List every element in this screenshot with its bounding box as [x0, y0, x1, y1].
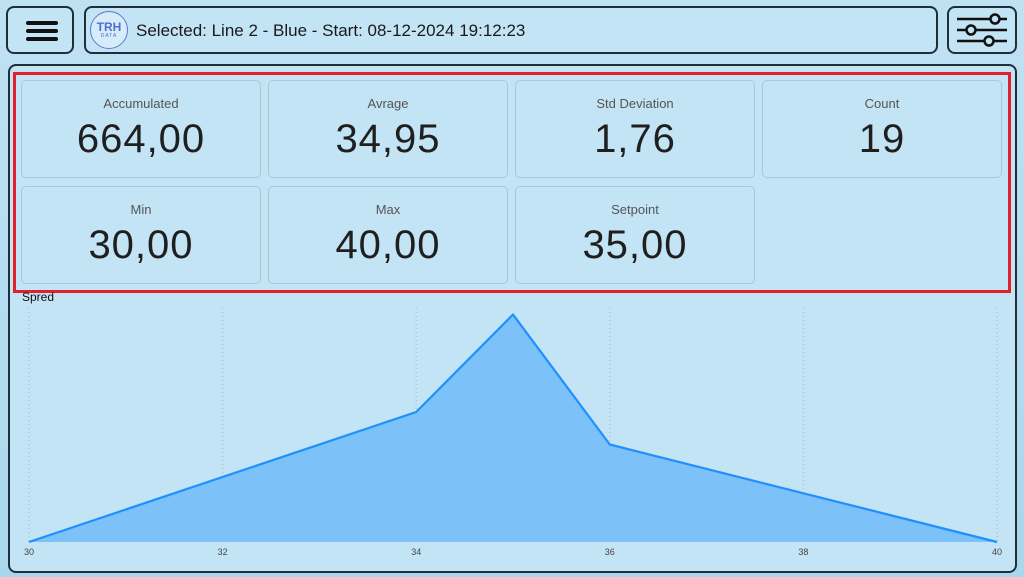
x-tick-label: 30 [24, 547, 34, 557]
logo-text: TRH [96, 20, 122, 34]
kpi-card: Accumulated 664,00 [21, 80, 261, 178]
kpi-value: 35,00 [582, 223, 688, 267]
kpi-value: 1,76 [594, 117, 676, 161]
main-panel: Spred 30 32 34 36 38 40 Accumulated 664,00 Avra… [8, 64, 1017, 573]
kpi-label: Max [375, 202, 401, 217]
menu-icon [26, 21, 58, 41]
kpi-value: 30,00 [88, 223, 194, 267]
header-title: Selected: Line 2 - Blue - Start: 08-12-2… [136, 21, 526, 40]
chart-title: Spred [22, 290, 54, 304]
kpi-label: Std Deviation [596, 96, 674, 111]
filter-icon [957, 13, 1007, 47]
kpi-card: Max 40,00 [268, 186, 508, 284]
kpi-label: Setpoint [611, 202, 659, 217]
x-tick-label: 36 [605, 547, 615, 557]
logo-subtext: DATA [100, 33, 118, 39]
filter-button[interactable] [947, 6, 1017, 54]
kpi-value: 19 [858, 117, 906, 161]
kpi-highlight [13, 72, 1011, 293]
area-fill [29, 314, 997, 542]
logo: TRH DATA [90, 11, 128, 49]
kpi-label: Min [130, 202, 152, 217]
kpi-label: Avrage [367, 96, 409, 111]
kpi-card: Setpoint 35,00 [515, 186, 755, 284]
x-tick-label: 34 [411, 547, 421, 557]
kpi-label: Accumulated [103, 96, 179, 111]
x-tick-label: 40 [992, 547, 1002, 557]
x-tick-label: 38 [798, 547, 808, 557]
menu-button[interactable] [6, 6, 74, 54]
kpi-card: Count 19 [762, 80, 1002, 178]
kpi-card: Min 30,00 [21, 186, 261, 284]
kpi-value: 40,00 [335, 223, 441, 267]
area-line [28, 313, 998, 544]
spread-chart: Spred 30 32 34 36 38 40 [22, 290, 1002, 557]
kpi-value: 664,00 [76, 117, 206, 161]
x-tick-label: 32 [218, 547, 228, 557]
kpi-card: Std Deviation 1,76 [515, 80, 755, 178]
header: TRH DATA Selected: Line 2 - Blue - Start… [84, 6, 938, 54]
kpi-card: Avrage 34,95 [268, 80, 508, 178]
kpi-value: 34,95 [335, 117, 441, 161]
kpi-label: Count [864, 96, 900, 111]
